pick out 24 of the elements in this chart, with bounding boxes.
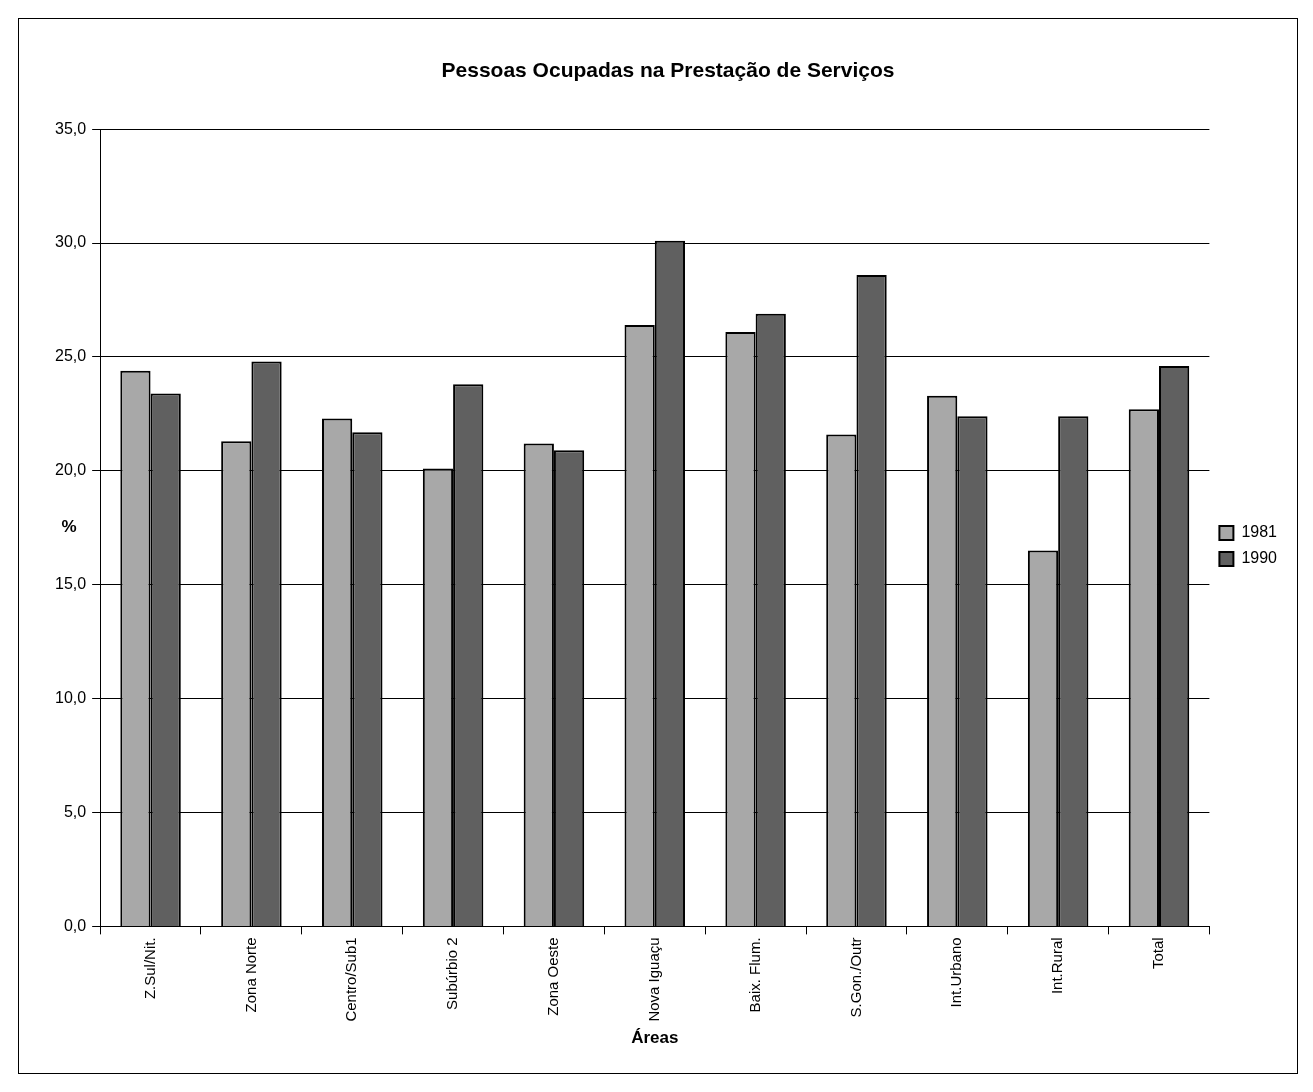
x-tick-label: Z.Sul/Nit. <box>140 937 158 1000</box>
y-tick-label: 5,0 <box>63 802 87 820</box>
x-tick-label: Subúrbio 2 <box>443 937 461 1010</box>
y-tick-label: 30,0 <box>55 233 87 251</box>
x-tick-label: Nova Iguaçu <box>644 937 662 1022</box>
x-tick-label: Zona Norte <box>241 937 259 1013</box>
legend-label: 1981 <box>1241 523 1278 541</box>
x-tick-label: S.Gon./Outr <box>846 937 864 1018</box>
y-tick-label: 25,0 <box>55 347 87 365</box>
x-tick-label: Centro/Sub1 <box>342 937 360 1022</box>
x-tick-label: Total <box>1149 937 1167 970</box>
x-axis-title: Áreas <box>631 1028 679 1048</box>
x-tick-label: Zona Oeste <box>544 937 562 1016</box>
x-tick-label: Baix. Flum. <box>745 937 763 1013</box>
chart-title: Pessoas Ocupadas na Prestação de Serviços <box>441 58 895 82</box>
y-tick-label: 0,0 <box>63 916 87 934</box>
y-tick-label: 15,0 <box>55 575 87 593</box>
legend-label: 1990 <box>1241 549 1278 567</box>
x-tick-label: Int.Rural <box>1048 937 1066 995</box>
y-tick-label: 35,0 <box>55 119 87 137</box>
x-tick-label: Int.Urbano <box>947 937 965 1008</box>
y-axis-title: % <box>61 517 77 537</box>
y-tick-label: 20,0 <box>55 461 87 479</box>
y-tick-label: 10,0 <box>55 689 87 707</box>
